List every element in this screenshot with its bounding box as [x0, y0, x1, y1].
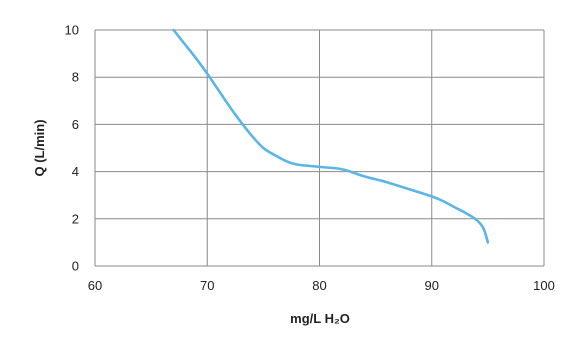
tick-labels: 60 70 80 90 100 0 2 4 6 8 10 — [65, 23, 555, 294]
x-axis-title: mg/L H₂O — [290, 311, 350, 326]
y-tick-label-2: 2 — [72, 211, 79, 226]
y-tick-label-4: 4 — [72, 164, 79, 179]
plot-series — [172, 28, 490, 244]
y-tick-label-10: 10 — [65, 23, 79, 38]
y-axis-title: Q (L/min) — [32, 119, 47, 176]
x-tick-label-100: 100 — [533, 278, 555, 293]
x-tick-label-60: 60 — [88, 278, 102, 293]
series-line-0 — [172, 28, 490, 244]
grid — [94, 29, 545, 267]
x-tick-label-80: 80 — [312, 278, 326, 293]
y-tick-label-6: 6 — [72, 117, 79, 132]
y-tick-label-8: 8 — [72, 70, 79, 85]
y-tick-label-0: 0 — [72, 259, 79, 274]
x-tick-label-90: 90 — [425, 278, 439, 293]
x-tick-label-70: 70 — [200, 278, 214, 293]
